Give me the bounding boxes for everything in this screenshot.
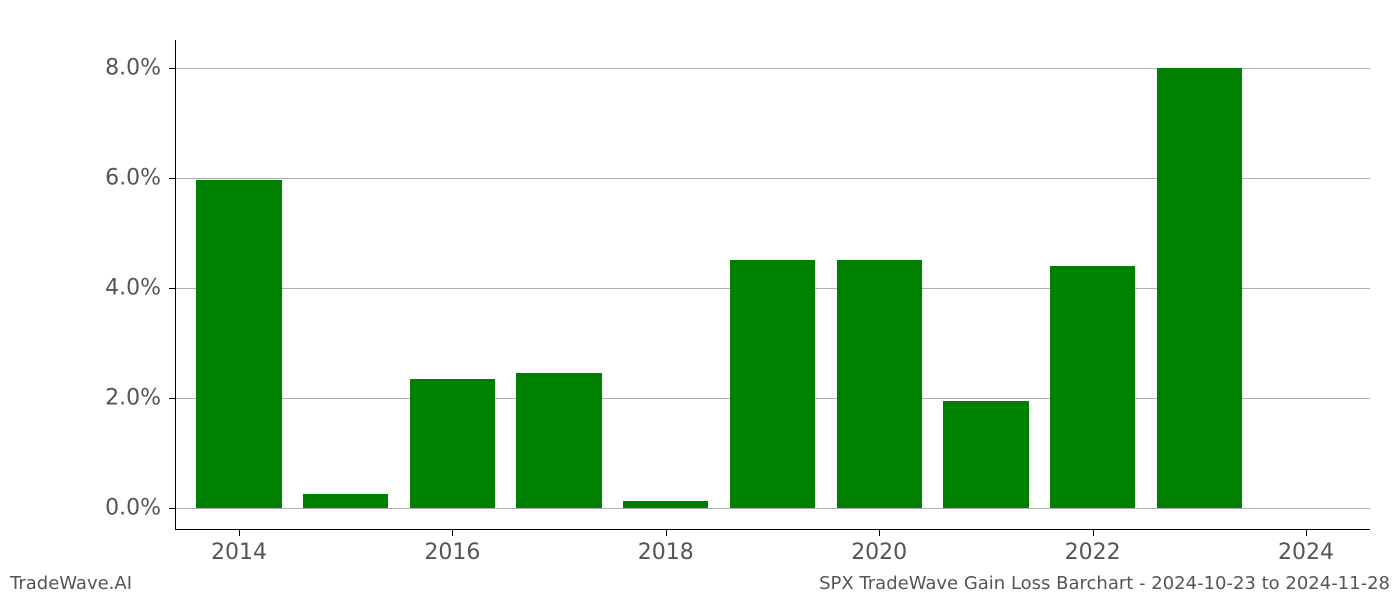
x-tick-label: 2014 [211,530,267,565]
chart-bar [516,373,601,508]
chart-bar [1157,68,1242,508]
plot-area: 0.0%2.0%4.0%6.0%8.0%20142016201820202022… [175,40,1370,530]
y-gridline [175,508,1370,509]
y-tick-label: 2.0% [105,385,175,410]
chart-bar [1050,266,1135,508]
chart-bar [303,494,388,508]
chart-bar [623,501,708,508]
chart-bar [410,379,495,508]
footer-left-text: TradeWave.AI [10,573,132,594]
x-tick-label: 2018 [638,530,694,565]
x-axis-spine [175,529,1370,530]
y-tick-label: 8.0% [105,55,175,80]
chart-container: 0.0% 2.0% 4.0% 6.0% 8.0% 2014 2016 2018 2020 2022… [0,0,1400,600]
chart-bar [196,180,281,508]
chart-bar [943,401,1028,508]
x-tick-label: 2022 [1065,530,1121,565]
x-tick-label: 2024 [1278,530,1334,565]
footer-right-text: SPX TradeWave Gain Loss Barchart - 2024-… [819,573,1390,594]
x-tick-label: 2016 [424,530,480,565]
x-tick-label: 2020 [851,530,907,565]
y-tick-label: 4.0% [105,275,175,300]
chart-bar [837,260,922,508]
y-tick-label: 0.0% [105,495,175,520]
y-axis-spine [175,40,176,530]
y-tick-label: 6.0% [105,165,175,190]
chart-bar [730,260,815,508]
